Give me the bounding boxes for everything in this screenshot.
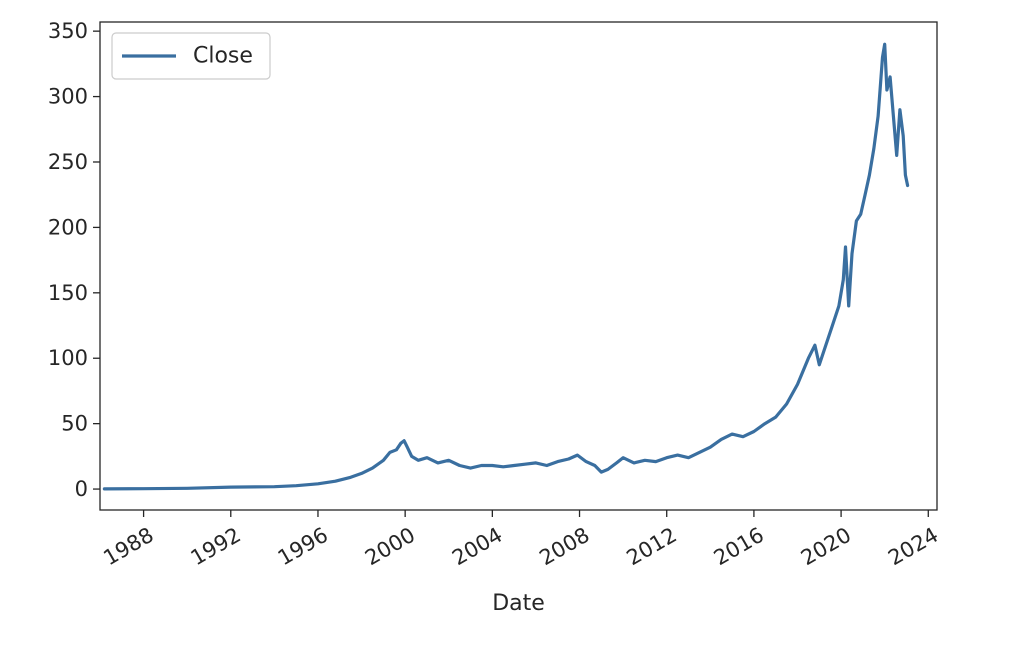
x-tick-label: 2020 xyxy=(797,523,855,571)
x-tick-label: 1988 xyxy=(99,523,157,571)
plot-area xyxy=(102,42,910,491)
x-tick-label: 2016 xyxy=(710,523,768,571)
x-tick-label: 2008 xyxy=(535,523,593,571)
y-tick-label: 250 xyxy=(48,150,88,174)
x-tick-label: 2024 xyxy=(884,523,942,571)
x-tick-label: 2000 xyxy=(361,523,419,571)
y-tick-label: 350 xyxy=(48,19,88,43)
x-axis-title: Date xyxy=(492,591,545,616)
x-axis: 1988 1992 1996 2000 2004 2008 2012 2016 2020 2024 xyxy=(99,510,942,570)
legend-box xyxy=(111,32,271,80)
axes-border xyxy=(99,21,938,511)
x-tick-label: 1996 xyxy=(274,523,332,571)
axes-frame xyxy=(99,21,938,511)
x-tick-label: 2012 xyxy=(623,523,681,571)
series-line-close xyxy=(102,42,910,491)
x-tick-label: 1992 xyxy=(187,523,245,571)
y-tick-label: 50 xyxy=(61,412,88,436)
legend-label: Close xyxy=(193,44,253,69)
x-tick-label: 2004 xyxy=(448,523,506,571)
y-tick-label: 0 xyxy=(75,477,88,501)
y-tick-label: 100 xyxy=(48,346,88,370)
y-tick-label: 150 xyxy=(48,281,88,305)
y-tick-label: 200 xyxy=(48,215,88,239)
y-tick-label: 300 xyxy=(48,85,88,109)
y-axis: 0 50 100 150 200 250 300 350 xyxy=(48,19,100,501)
legend: Close xyxy=(111,32,271,80)
